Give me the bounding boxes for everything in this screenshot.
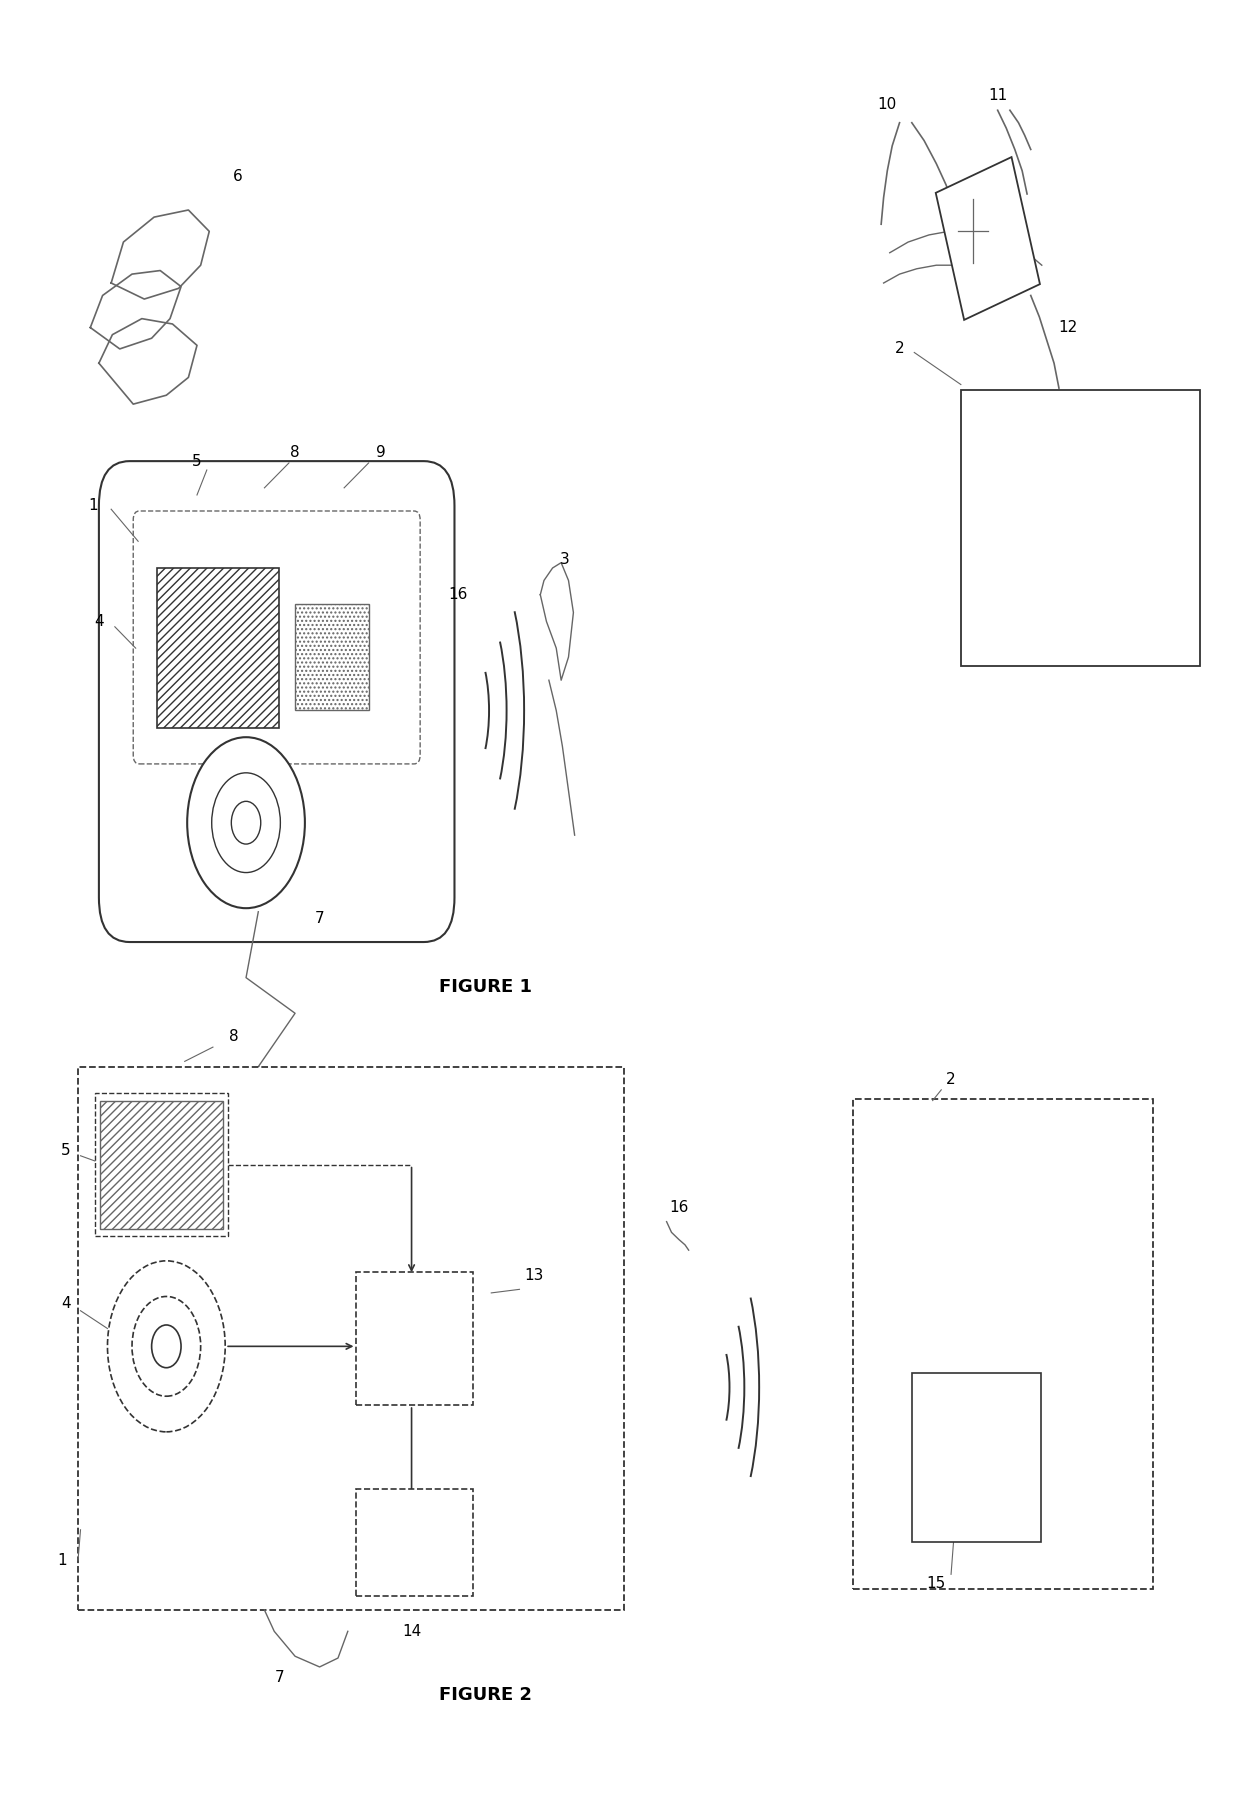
Text: 2: 2: [946, 1072, 956, 1086]
Text: 6: 6: [233, 169, 242, 183]
Text: 1: 1: [57, 1553, 67, 1567]
Text: 8: 8: [229, 1029, 238, 1045]
Bar: [356, 1271, 472, 1405]
Bar: [911, 1373, 1040, 1542]
Text: 1: 1: [88, 499, 98, 513]
Text: 16: 16: [670, 1199, 688, 1215]
Circle shape: [187, 738, 305, 908]
Text: FIGURE 1: FIGURE 1: [439, 978, 532, 996]
Text: 9: 9: [376, 445, 386, 460]
Text: 14: 14: [402, 1624, 422, 1639]
Bar: [295, 603, 368, 711]
Circle shape: [232, 801, 260, 844]
Bar: [78, 1066, 624, 1610]
Text: 4: 4: [94, 614, 104, 628]
Text: FIGURE 2: FIGURE 2: [439, 1687, 532, 1705]
Text: 7: 7: [274, 1669, 284, 1686]
Text: 11: 11: [988, 88, 1007, 104]
Text: 15: 15: [926, 1576, 946, 1590]
Text: 10: 10: [878, 97, 897, 113]
FancyBboxPatch shape: [99, 461, 455, 942]
Text: 5: 5: [192, 454, 202, 468]
Text: 8: 8: [290, 445, 300, 460]
Bar: [95, 1093, 228, 1237]
Bar: [100, 1100, 223, 1230]
Bar: [853, 1099, 1153, 1589]
Text: 2: 2: [895, 341, 904, 357]
Text: 13: 13: [525, 1267, 544, 1283]
Text: 3: 3: [560, 551, 569, 567]
Circle shape: [212, 774, 280, 872]
Bar: [156, 567, 279, 729]
Text: 7: 7: [315, 912, 325, 926]
Text: 16: 16: [449, 587, 467, 601]
Polygon shape: [936, 158, 1040, 320]
Bar: [356, 1488, 472, 1596]
Text: 5: 5: [61, 1143, 71, 1158]
Circle shape: [151, 1325, 181, 1368]
Text: 4: 4: [61, 1296, 71, 1310]
Circle shape: [131, 1296, 201, 1397]
Bar: [961, 390, 1200, 666]
Circle shape: [108, 1260, 226, 1432]
Text: 12: 12: [1058, 320, 1078, 336]
